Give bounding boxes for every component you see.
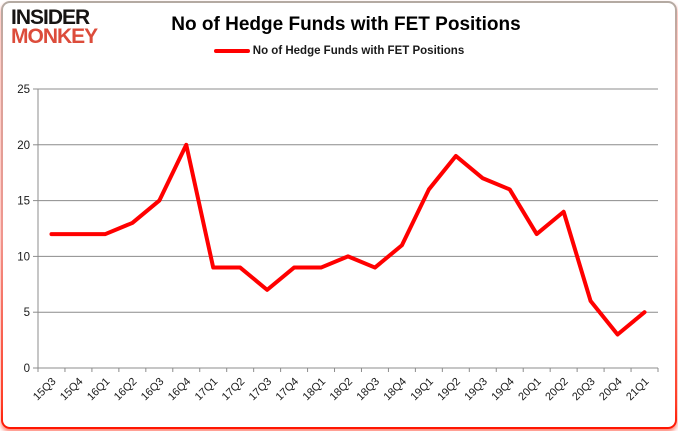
- chart-card: INSIDER MONKEY No of Hedge Funds with FE…: [3, 3, 675, 427]
- insider-monkey-logo: INSIDER MONKEY: [11, 6, 98, 49]
- x-axis-label: 20Q2: [543, 376, 571, 404]
- x-axis-label: 18Q1: [301, 376, 329, 404]
- logo-word-insider: INSIDER: [11, 6, 90, 29]
- y-axis-tick-label: 20: [17, 140, 30, 152]
- chart-legend: No of Hedge Funds with FET Positions: [3, 45, 675, 57]
- x-axis-label: 17Q1: [193, 376, 221, 404]
- x-axis-label: 18Q4: [382, 376, 410, 404]
- data-series-line: [49, 142, 647, 337]
- logo-word-monkey: MONKEY: [11, 25, 98, 49]
- x-axis-label: 16Q3: [139, 376, 167, 404]
- x-axis-label: 16Q2: [112, 376, 140, 404]
- plot-area: 0 5 10 15 20 25 15Q3 15Q4 16Q1 16Q2 16Q3 16Q4 17Q1 17…: [3, 80, 675, 427]
- x-axis-label: 15Q3: [31, 376, 59, 404]
- x-axis-label: 15Q4: [58, 376, 86, 404]
- x-axis-label: 18Q2: [328, 376, 356, 404]
- y-axis-tick-label: 0: [24, 363, 30, 375]
- x-axis-label: 17Q2: [220, 376, 248, 404]
- x-axis-label: 20Q3: [570, 376, 598, 404]
- x-axis-label: 20Q4: [597, 376, 625, 404]
- x-axis-label: 16Q1: [85, 376, 113, 404]
- y-axis-tick-label: 15: [17, 196, 30, 208]
- x-axis-label: 19Q3: [462, 376, 490, 404]
- legend-line-swatch-icon: [213, 49, 250, 53]
- y-axis-tick-label: 10: [17, 251, 30, 263]
- chart-title: No of Hedge Funds with FET Positions: [171, 14, 521, 35]
- x-axis-label: 19Q4: [489, 376, 517, 404]
- x-axis-label: 17Q4: [274, 376, 302, 404]
- x-axis-label: 18Q3: [355, 376, 383, 404]
- x-axis-label: 17Q3: [247, 376, 275, 404]
- x-axis-label: 21Q1: [624, 376, 652, 404]
- x-axis-label: 19Q2: [435, 376, 463, 404]
- legend-label: No of Hedge Funds with FET Positions: [252, 45, 465, 57]
- x-axis-label: 16Q4: [166, 376, 194, 404]
- x-axis-label: 19Q1: [408, 376, 436, 404]
- x-axis-label: 20Q1: [516, 376, 544, 404]
- y-axis-tick-label: 5: [24, 307, 30, 319]
- y-axis-tick-label: 25: [17, 84, 30, 96]
